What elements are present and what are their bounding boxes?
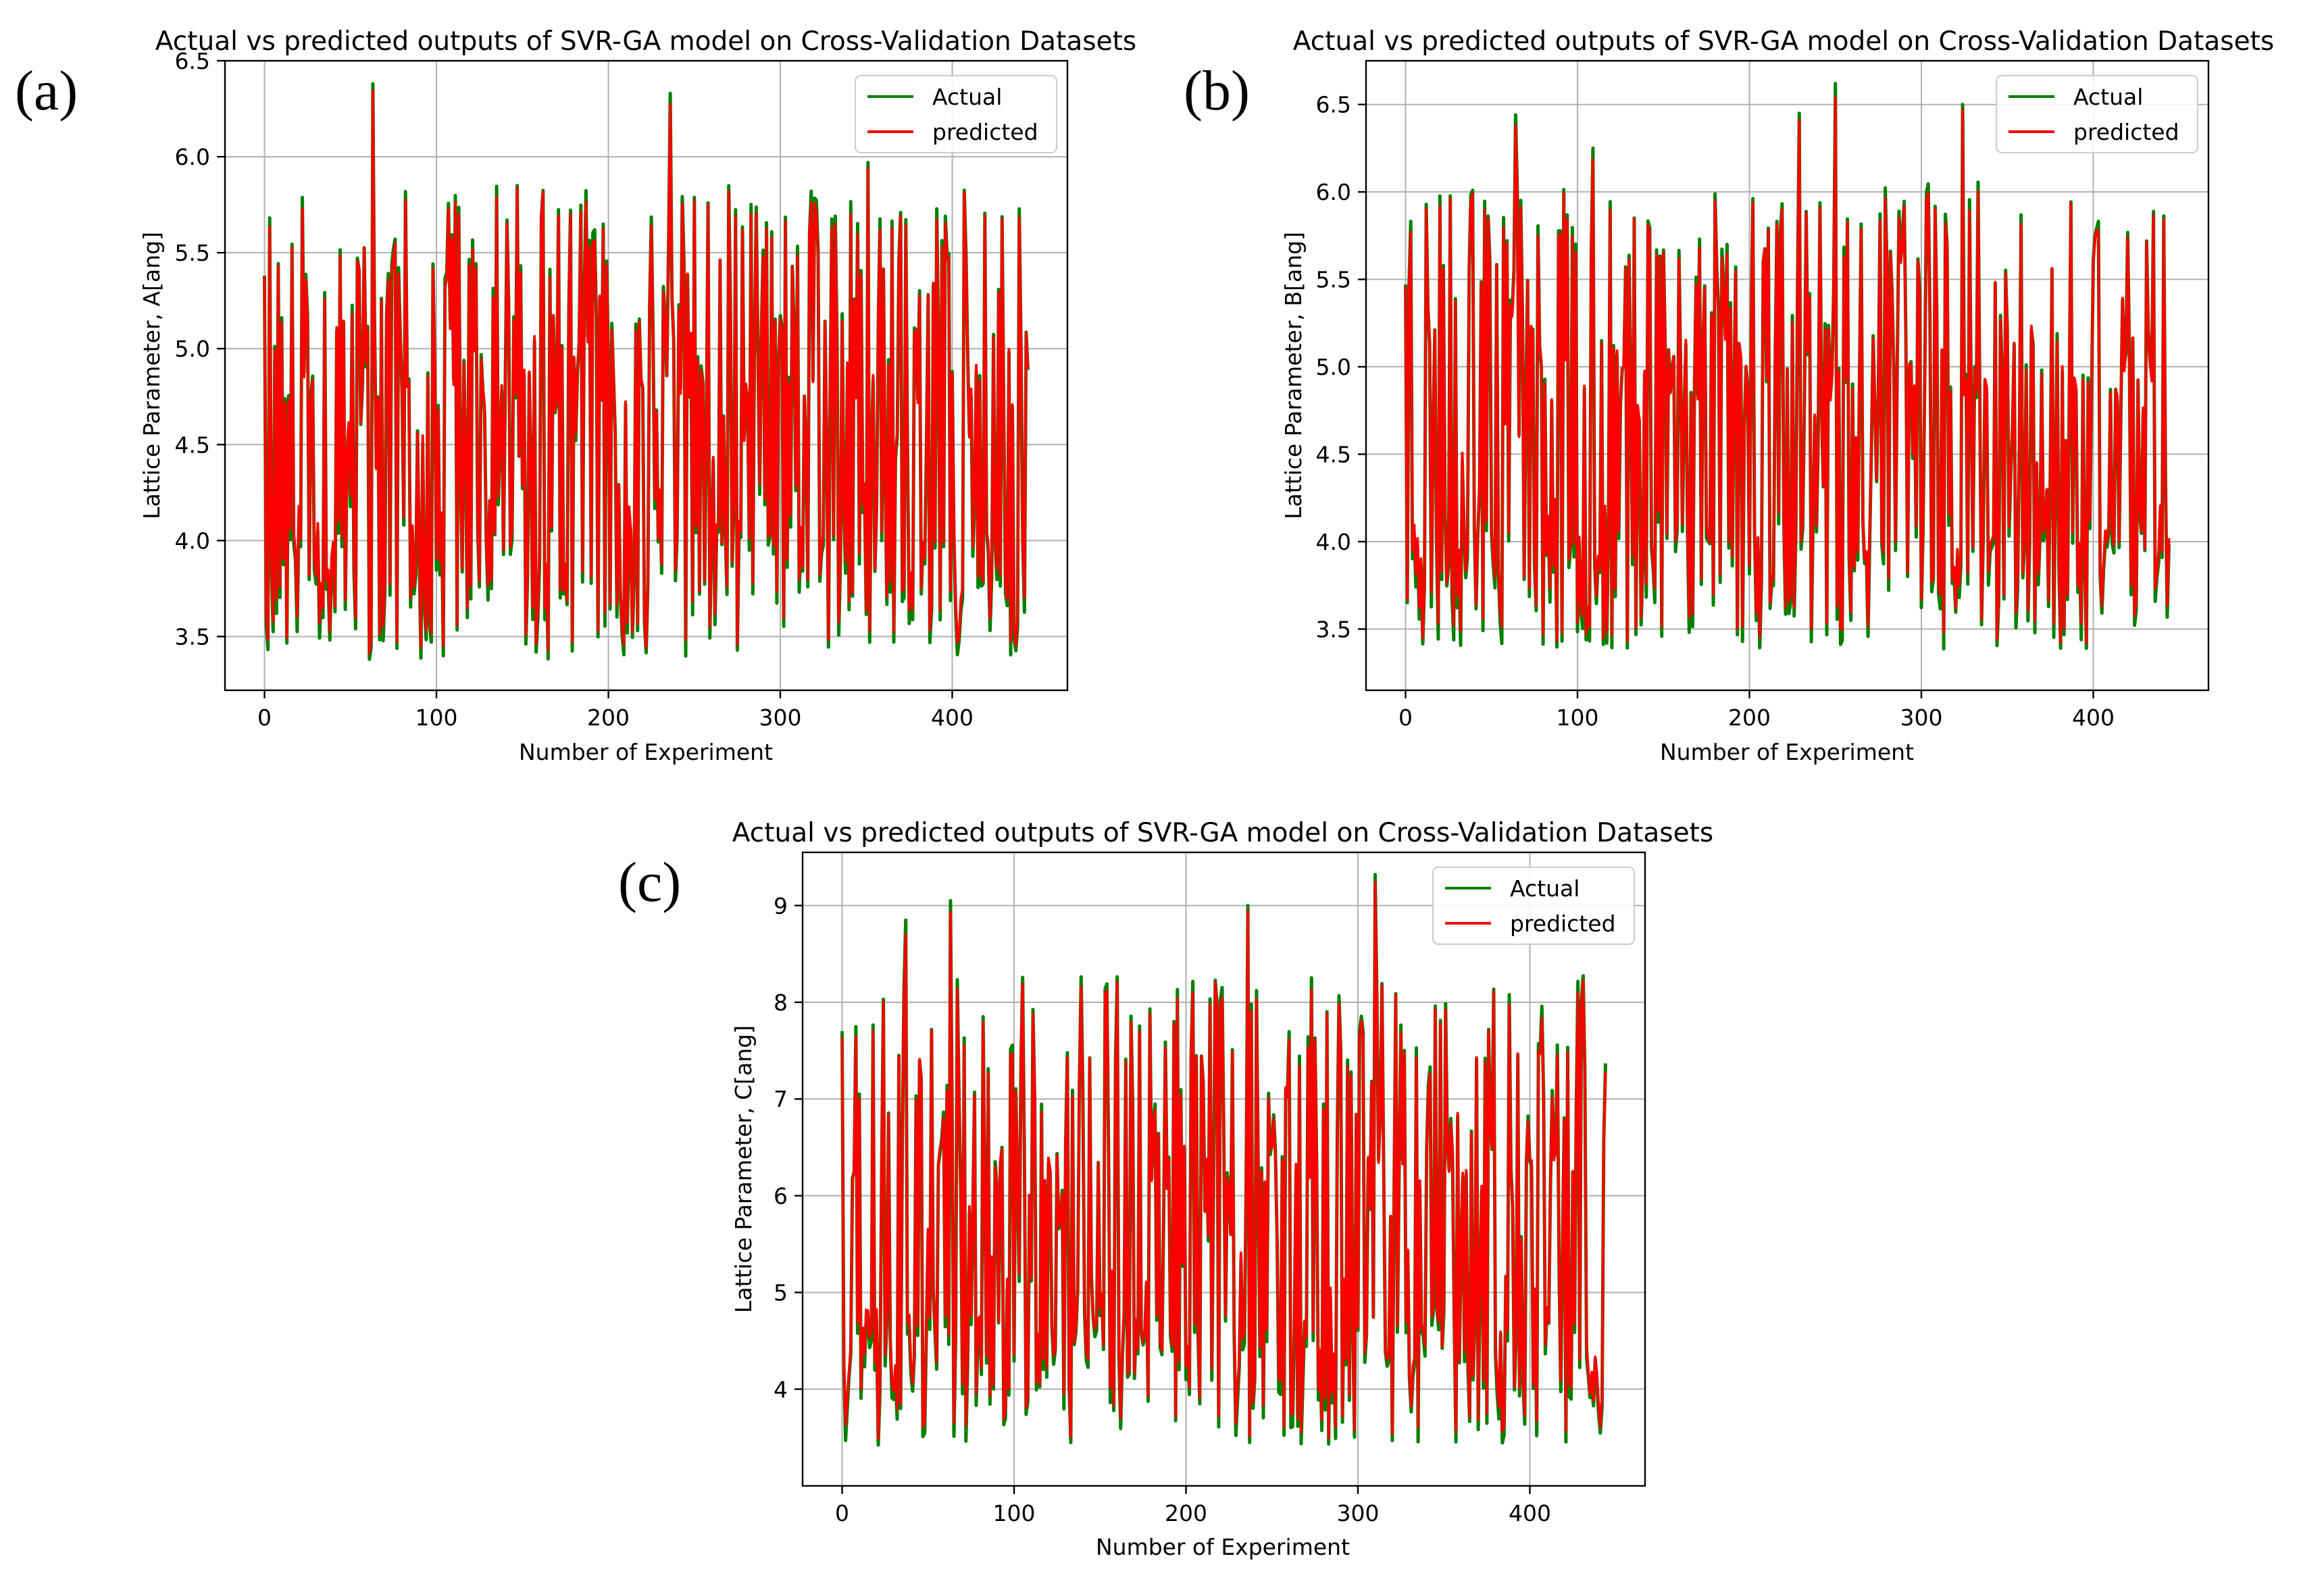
series-lines-b [1404,82,2171,651]
chart-title-c: Actual vs predicted outputs of SVR-GA mo… [732,818,1713,848]
y-tick-label-b-6: 6.5 [1316,92,1351,118]
x-tick-label-a-0: 0 [257,704,272,731]
panel-label-c: (c) [618,851,681,914]
legend-label-predicted-c: predicted [1510,910,1616,937]
chart-title-b: Actual vs predicted outputs of SVR-GA mo… [1293,26,2274,57]
y-tick-label-c-1: 5 [774,1280,788,1306]
axes-frame-a [224,59,1069,692]
chart-panel-a: (a) Actual vs predicted outputs of SVR-G… [15,26,1136,765]
legend-a: Actual predicted [855,75,1057,153]
panel-label-a: (a) [15,59,78,122]
legend-label-predicted-a: predicted [932,119,1038,145]
y-tick-label-a-3: 5.0 [175,336,210,362]
y-tick-label-a-1: 4.0 [175,527,210,554]
y-tick-label-b-3: 5.0 [1316,354,1351,380]
chart-panel-b: (b) Actual vs predicted outputs of SVR-G… [1184,26,2274,765]
ticks-c: 0 100 200 300 400 4 5 6 7 8 9 [774,893,1551,1526]
y-tick-label-a-5: 6.0 [175,144,210,170]
x-tick-label-c-0: 0 [835,1500,849,1526]
y-tick-label-a-4: 5.5 [175,240,210,266]
series-line-predicted-a [263,88,1030,655]
axes-frame-c [801,851,1646,1487]
x-tick-label-c-3: 300 [1337,1500,1380,1526]
legend-label-predicted-b: predicted [2073,119,2179,145]
ticks-b: 0 100 200 300 400 3.5 4.0 4.5 5.0 5.5 6.0 6.5 [1316,92,2115,731]
y-tick-label-a-2: 4.5 [175,432,210,458]
chart-title-a: Actual vs predicted outputs of SVR-GA mo… [155,26,1136,57]
y-tick-label-c-5: 9 [774,893,788,919]
y-tick-label-c-2: 6 [774,1183,788,1209]
y-tick-label-c-3: 7 [774,1086,788,1112]
series-lines-c [840,873,1607,1447]
x-tick-label-b-2: 200 [1728,704,1771,731]
x-axis-label-b: Number of Experiment [1660,739,1914,765]
ticks-a: 0 100 200 300 400 3.5 4.0 4.5 5.0 5.5 6.0 6.5 [175,48,974,731]
y-axis-label-c: Lattice Parameter, C[ang] [730,1025,757,1313]
x-tick-label-c-1: 100 [993,1500,1036,1526]
x-tick-label-a-4: 400 [931,704,974,731]
legend-label-actual-a: Actual [932,84,1002,110]
y-tick-label-c-4: 8 [774,989,788,1016]
y-tick-label-b-1: 4.0 [1316,529,1351,555]
chart-panel-c: (c) Actual vs predicted outputs of SVR-G… [618,818,1713,1560]
series-line-predicted-b [1404,96,2171,644]
y-tick-label-b-0: 3.5 [1316,616,1351,642]
x-axis-label-c: Number of Experiment [1096,1534,1350,1560]
legend-c: Actual predicted [1432,867,1635,945]
x-tick-label-b-0: 0 [1398,704,1413,731]
x-tick-label-b-1: 100 [1557,704,1599,731]
y-tick-label-b-2: 4.5 [1316,442,1351,468]
x-tick-label-a-2: 200 [587,704,630,731]
y-tick-label-b-5: 6.0 [1316,179,1351,205]
x-axis-label-a: Number of Experiment [519,739,773,765]
series-line-predicted-c [840,881,1607,1440]
x-tick-label-c-2: 200 [1165,1500,1207,1526]
legend-box-b [1996,75,2198,153]
y-axis-label-b: Lattice Parameter, B[ang] [1280,232,1307,519]
x-tick-label-a-1: 100 [415,704,458,731]
x-tick-label-a-3: 300 [759,704,802,731]
x-tick-label-b-3: 300 [1900,704,1943,731]
y-tick-label-a-0: 3.5 [175,623,210,650]
y-tick-label-a-6: 6.5 [175,48,210,74]
legend-box-a [855,75,1057,153]
legend-label-actual-c: Actual [1510,875,1580,902]
legend-b: Actual predicted [1996,75,2198,153]
x-tick-label-b-4: 400 [2072,704,2115,731]
axes-frame-b [1365,59,2210,692]
legend-label-actual-b: Actual [2073,84,2143,110]
panel-label-b: (b) [1184,59,1250,122]
y-tick-label-b-4: 5.5 [1316,267,1351,293]
y-tick-label-c-0: 4 [774,1376,788,1403]
x-tick-label-c-4: 400 [1509,1500,1551,1526]
y-axis-label-a: Lattice Parameter, A[ang] [138,232,165,519]
legend-box-c [1432,867,1635,945]
series-lines-a [263,82,1030,661]
